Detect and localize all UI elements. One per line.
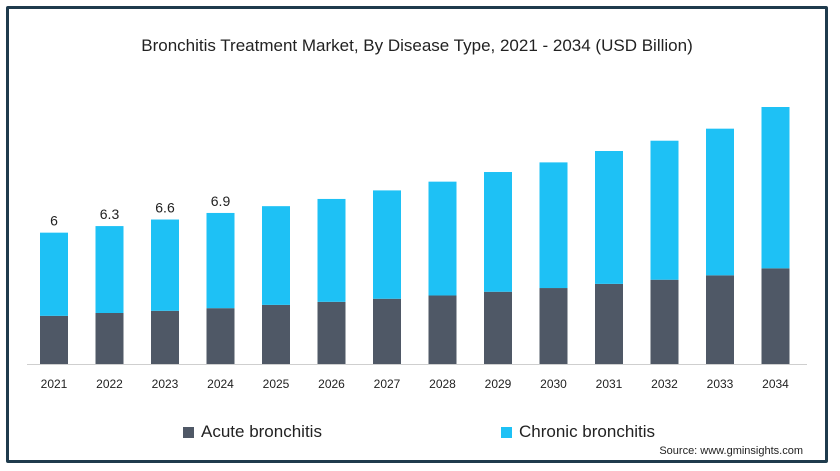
- bar-acute-2034: [761, 268, 790, 364]
- x-tick-label-2028: 2028: [429, 377, 456, 391]
- x-tick-label-2021: 2021: [41, 377, 68, 391]
- legend-item-acute: Acute bronchitis: [183, 422, 322, 442]
- bar-chronic-2024: [206, 212, 235, 309]
- data-label-2022: 6.3: [100, 206, 120, 222]
- x-tick-label-2022: 2022: [96, 377, 123, 391]
- bar-acute-2032: [650, 279, 679, 364]
- bar-acute-2023: [151, 310, 179, 364]
- chart-title: Bronchitis Treatment Market, By Disease …: [141, 36, 693, 55]
- x-tick-label-2032: 2032: [651, 377, 678, 391]
- legend-item-chronic: Chronic bronchitis: [501, 422, 655, 442]
- bar-chronic-2029: [484, 172, 512, 292]
- bar-chronic-2034: [761, 107, 790, 269]
- bar-acute-2025: [262, 304, 290, 364]
- bar-chart: 2021 6 2022 6.3 2023 6.6 2024 6.9 2025 2026 2027 20…: [27, 107, 807, 391]
- legend: Acute bronchitis Chronic bronchitis: [9, 422, 825, 446]
- bar-chronic-2021: [40, 232, 68, 316]
- x-tick-label-2025: 2025: [263, 377, 290, 391]
- legend-swatch-acute: [183, 426, 194, 438]
- legend-label-chronic: Chronic bronchitis: [519, 422, 656, 441]
- bar-acute-2024: [206, 308, 235, 364]
- x-tick-label-2024: 2024: [207, 377, 234, 391]
- x-tick-label-2034: 2034: [762, 377, 789, 391]
- bar-acute-2030: [539, 288, 568, 364]
- data-label-2023: 6.6: [155, 200, 175, 216]
- bar-acute-2021: [40, 315, 68, 364]
- x-tick-label-2026: 2026: [318, 377, 345, 391]
- bar-chronic-2028: [428, 181, 457, 296]
- bar-chronic-2025: [262, 206, 290, 305]
- data-label-2024: 6.9: [211, 193, 231, 209]
- bar-chronic-2033: [706, 128, 734, 276]
- bar-chronic-2026: [317, 198, 346, 302]
- x-tick-label-2030: 2030: [540, 377, 567, 391]
- bar-acute-2033: [706, 275, 734, 364]
- bar-chronic-2031: [595, 151, 623, 284]
- bar-acute-2031: [595, 283, 623, 364]
- x-tick-label-2031: 2031: [596, 377, 623, 391]
- bar-acute-2029: [484, 291, 512, 364]
- x-tick-label-2023: 2023: [152, 377, 179, 391]
- bar-chronic-2030: [539, 162, 568, 289]
- legend-label-acute: Acute bronchitis: [201, 422, 322, 441]
- x-tick-label-2029: 2029: [485, 377, 512, 391]
- bar-acute-2028: [428, 295, 457, 364]
- bar-acute-2027: [373, 298, 401, 364]
- bar-acute-2022: [95, 312, 124, 364]
- bar-chronic-2032: [650, 140, 679, 280]
- data-label-2021: 6: [50, 213, 58, 229]
- bar-chronic-2022: [95, 226, 124, 313]
- x-tick-label-2033: 2033: [707, 377, 734, 391]
- x-tick-label-2027: 2027: [374, 377, 401, 391]
- bar-chronic-2027: [373, 190, 401, 299]
- source-note: Source: www.gminsights.com: [659, 445, 803, 457]
- bar-acute-2026: [317, 301, 346, 364]
- bar-chronic-2023: [151, 219, 179, 311]
- legend-swatch-chronic: [501, 426, 512, 438]
- chart-frame: Bronchitis Treatment Market, By Disease …: [6, 6, 828, 463]
